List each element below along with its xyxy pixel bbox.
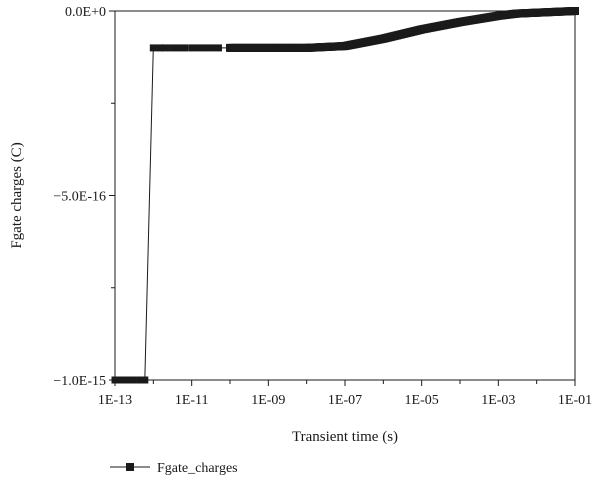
legend-marker-square: [126, 463, 134, 471]
series-marker: [118, 376, 126, 384]
y-axis-ticks: 0.0E+0 −5.0E-16 −1.0E-15: [53, 5, 115, 389]
x-tick-label: 1E-09: [251, 393, 285, 408]
y-tick-label: 0.0E+0: [65, 5, 106, 20]
y-axis-title: Fgate charges (C): [9, 142, 25, 248]
series-marker: [156, 44, 164, 52]
x-tick-label: 1E-13: [98, 393, 132, 408]
x-tick-label: 1E-11: [175, 393, 209, 408]
series-marker: [174, 44, 182, 52]
y-tick-label: −1.0E-15: [53, 374, 106, 389]
series-marker: [149, 44, 157, 52]
y-tick-label: −5.0E-16: [53, 190, 106, 205]
plot-border: [114, 10, 576, 381]
x-tick-label: 1E-05: [405, 393, 439, 408]
x-tick-label: 1E-03: [481, 393, 515, 408]
x-axis-ticks: 1E-13 1E-11 1E-09 1E-07 1E-05 1E-03 1E-01: [98, 380, 592, 408]
series-marker: [214, 44, 222, 52]
legend-label: Fgate_charges: [157, 461, 238, 476]
series-marker: [194, 44, 202, 52]
plot-frame: [114, 10, 576, 381]
x-axis-title: Transient time (s): [292, 429, 398, 445]
series-marker: [168, 44, 176, 52]
series-marker: [180, 44, 188, 52]
series-marker: [188, 44, 196, 52]
series-marker: [161, 44, 169, 52]
series-marker: [201, 44, 209, 52]
series-line: [115, 10, 576, 381]
series-marker: [111, 376, 119, 384]
x-tick-label: 1E-01: [558, 393, 592, 408]
series-marker: [208, 44, 216, 52]
series-marker-dense: [571, 7, 579, 15]
series-layer: [111, 7, 579, 384]
series-marker: [136, 376, 144, 384]
series-marker: [141, 376, 149, 384]
legend: Fgate_charges: [110, 461, 238, 476]
x-tick-label: 1E-07: [328, 393, 362, 408]
series-marker: [129, 376, 137, 384]
series-marker: [123, 376, 131, 384]
